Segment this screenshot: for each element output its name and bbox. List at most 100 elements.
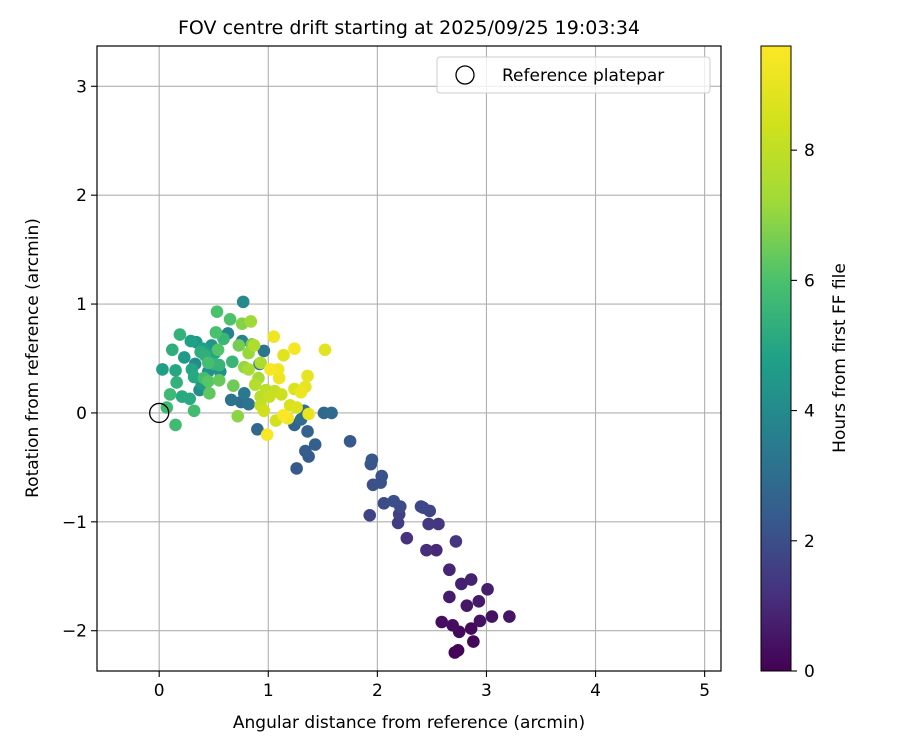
colorbar-label: Hours from first FF file — [830, 263, 850, 453]
data-point — [275, 388, 288, 401]
data-points — [149, 295, 516, 659]
data-point — [363, 508, 377, 522]
data-point — [156, 363, 169, 376]
data-point — [225, 355, 239, 369]
colorbar: 0 2 4 6 8 Hours from first FF file — [760, 45, 850, 682]
data-point — [325, 406, 338, 420]
data-point — [443, 590, 456, 604]
data-point — [435, 615, 449, 629]
colorbar-tick-label: 2 — [804, 532, 815, 552]
x-tick-label: 5 — [699, 681, 710, 701]
data-point — [503, 610, 516, 623]
data-point — [365, 453, 379, 467]
data-point — [485, 610, 499, 623]
data-point — [187, 404, 201, 418]
data-point — [464, 573, 478, 586]
data-point — [223, 313, 237, 326]
data-point — [187, 370, 201, 384]
data-point — [236, 295, 250, 309]
data-point — [472, 595, 486, 608]
y-axis-label: Rotation from reference (arcmin) — [23, 218, 43, 498]
data-point — [232, 339, 246, 352]
data-point — [211, 343, 225, 357]
data-point — [237, 387, 251, 400]
data-point — [277, 348, 290, 362]
data-point — [173, 328, 187, 341]
data-point — [231, 409, 245, 423]
data-point — [449, 535, 463, 548]
legend: Reference platepar — [436, 56, 711, 94]
plot-frame — [96, 45, 722, 672]
colorbar-tick-label: 4 — [804, 402, 815, 422]
data-point — [308, 438, 322, 451]
data-point — [318, 343, 332, 357]
y-tick-label: −2 — [62, 622, 87, 642]
data-point — [290, 462, 303, 475]
data-point — [473, 614, 487, 628]
data-point — [165, 343, 179, 357]
data-point — [343, 434, 357, 448]
y-tick-label: 2 — [76, 186, 87, 206]
data-point — [460, 599, 474, 612]
data-point — [247, 339, 261, 352]
data-point — [451, 644, 465, 657]
colorbar-tick-label: 8 — [804, 141, 815, 161]
y-tick-label: −1 — [62, 513, 87, 533]
data-point — [455, 577, 468, 591]
data-point — [301, 425, 314, 438]
data-point — [302, 407, 315, 421]
colorbar-ticks: 0 2 4 6 8 — [791, 141, 815, 682]
data-point — [212, 358, 226, 372]
data-point — [294, 385, 308, 399]
data-point — [163, 388, 177, 401]
data-point — [464, 622, 478, 635]
data-point — [481, 583, 494, 596]
data-point — [201, 356, 215, 370]
reference-platepar-marker — [149, 402, 170, 424]
data-point — [375, 469, 389, 483]
data-point — [301, 369, 314, 383]
data-point — [420, 543, 433, 557]
data-point — [260, 428, 274, 442]
data-point — [184, 334, 198, 348]
data-point — [429, 543, 443, 557]
data-point — [377, 497, 391, 510]
data-point — [446, 618, 459, 632]
data-point — [201, 375, 215, 388]
data-point — [242, 397, 255, 411]
data-point — [443, 563, 456, 577]
data-point — [248, 378, 262, 391]
data-point — [170, 376, 183, 389]
data-point — [467, 635, 480, 648]
data-point — [224, 393, 238, 407]
x-tick-label: 3 — [481, 681, 492, 701]
data-point — [209, 326, 223, 339]
data-point — [414, 500, 428, 513]
data-point — [210, 305, 224, 318]
colorbar-tick-label: 0 — [804, 662, 815, 682]
data-point — [257, 404, 271, 418]
x-tick-label: 4 — [590, 681, 601, 701]
y-tick-label: 3 — [76, 77, 87, 97]
data-point — [290, 401, 303, 414]
grid-lines — [97, 46, 721, 671]
legend-box — [436, 56, 711, 94]
data-point — [264, 363, 277, 376]
x-axis-label: Angular distance from reference (arcmin) — [233, 713, 585, 733]
legend-label: Reference platepar — [502, 66, 664, 86]
data-point — [299, 444, 312, 458]
data-point — [242, 363, 255, 376]
axis-ticks: 0 1 2 3 4 5 −2 −1 0 1 2 3 — [62, 77, 710, 701]
data-point — [212, 373, 226, 387]
x-tick-label: 2 — [372, 681, 383, 701]
data-point — [227, 379, 240, 393]
data-point — [277, 408, 290, 422]
data-point — [183, 392, 197, 406]
data-point — [254, 356, 267, 370]
data-point — [288, 342, 301, 356]
data-point — [244, 315, 258, 328]
data-point — [432, 517, 445, 531]
data-point — [251, 422, 264, 436]
colorbar-tick-label: 6 — [804, 271, 815, 291]
